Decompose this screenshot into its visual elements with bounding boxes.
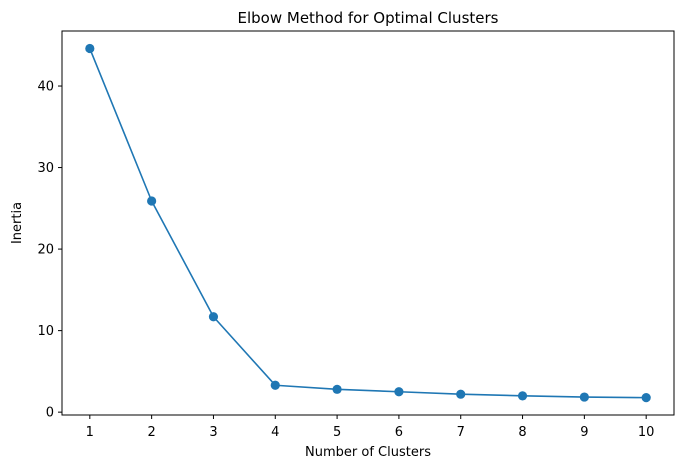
y-axis-label: Inertia: [10, 202, 25, 244]
x-tick-label: 6: [395, 425, 403, 440]
data-point: [85, 43, 95, 54]
data-point: [147, 196, 157, 206]
y-tick-label: 10: [37, 324, 54, 339]
x-axis-label: Number of Clusters: [305, 445, 431, 460]
x-tick-label: 2: [147, 425, 155, 440]
data-point: [579, 392, 589, 402]
data-point: [517, 391, 528, 401]
x-tick-label: 4: [271, 425, 279, 440]
plot-area: [61, 30, 675, 416]
data-point: [332, 384, 342, 394]
y-tick-label: 40: [37, 80, 54, 95]
x-tick-label: 3: [209, 425, 217, 440]
x-tick-label: 1: [86, 425, 94, 440]
y-tick-label: 30: [37, 161, 54, 176]
data-point: [208, 312, 219, 322]
data-point: [456, 389, 466, 399]
y-tick-label: 0: [46, 406, 54, 421]
data-point: [394, 387, 404, 397]
series-layer: [85, 43, 651, 403]
y-tick-label: 20: [37, 243, 54, 258]
x-tick-label: 8: [518, 425, 526, 440]
data-point: [641, 393, 651, 403]
series-line: [89, 48, 647, 399]
x-axis: 1 2 3 4 5 6 7 8 9 10: [86, 415, 655, 440]
chart-title: Elbow Method for Optimal Clusters: [238, 9, 499, 27]
y-axis: 0 10 20 30 40: [37, 80, 62, 421]
x-tick-label: 5: [333, 425, 341, 440]
data-point: [270, 380, 280, 390]
x-tick-label: 9: [580, 425, 588, 440]
x-tick-label: 7: [457, 425, 465, 440]
x-tick-label: 10: [638, 425, 655, 440]
